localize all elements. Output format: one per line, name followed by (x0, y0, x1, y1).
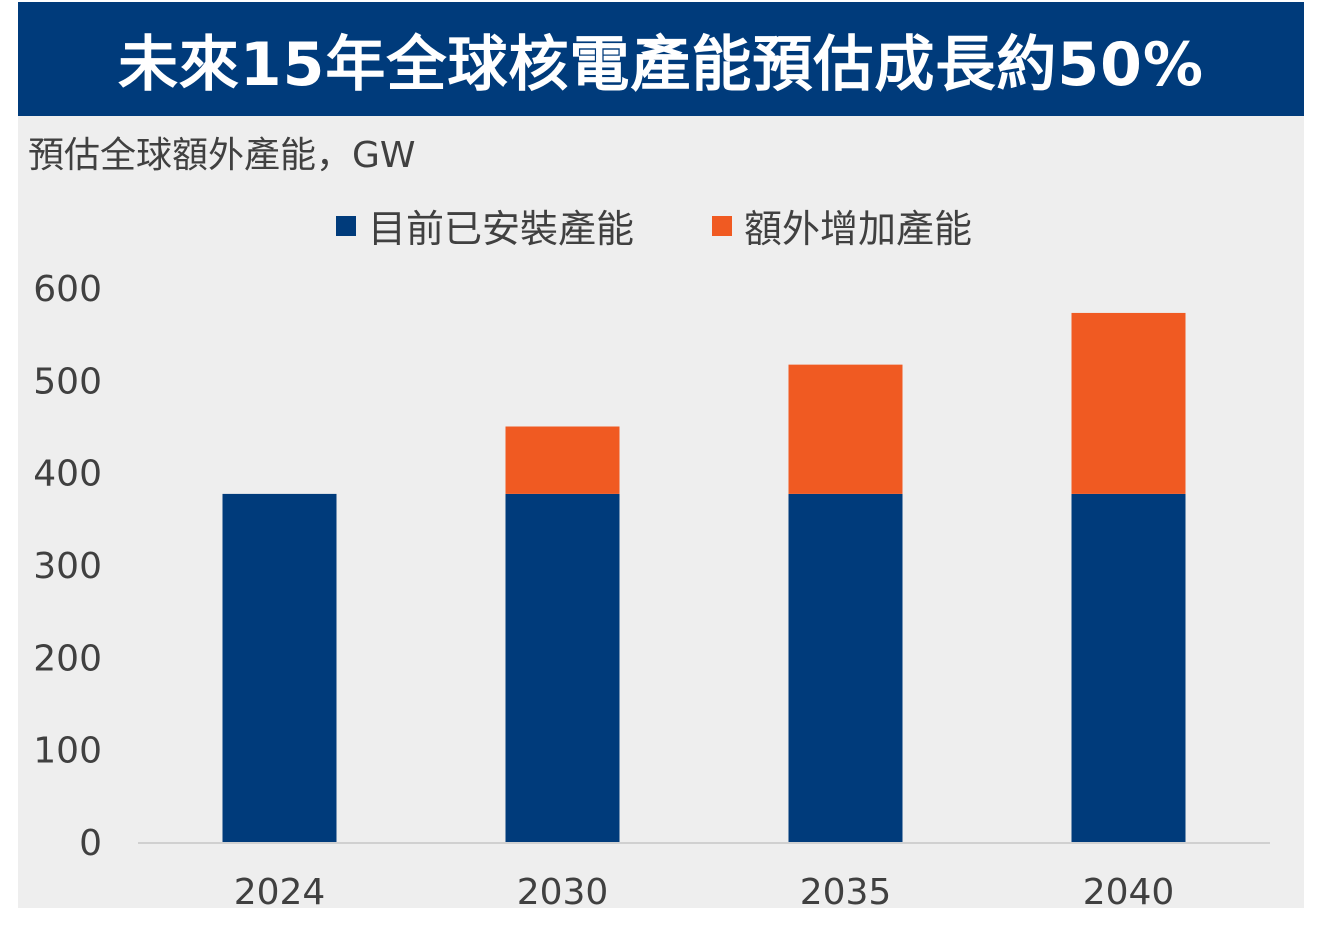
bar-installed-2030 (505, 493, 620, 842)
y-axis-ticks: 0 100 200 300 400 500 600 (33, 269, 102, 864)
legend-label-installed: 目前已安裝產能 (368, 207, 634, 251)
y-axis-label: 預估全球額外產能，GW (28, 135, 416, 176)
chart-panel: 未來15年全球核電產能預估成長約50% 預估全球額外產能，GW 目前已安裝產能 … (18, 2, 1304, 908)
bar-installed-2040 (1071, 493, 1186, 842)
bar-additional-2040 (1071, 312, 1186, 494)
legend-label-additional: 額外增加產能 (744, 207, 972, 251)
bar-installed-2024 (222, 493, 337, 842)
x-axis-ticks: 2024 2030 2035 2040 (234, 872, 1175, 908)
y-tick-label: 300 (33, 546, 102, 587)
legend-swatch-additional (712, 216, 732, 236)
x-tick-label: 2040 (1083, 872, 1175, 908)
bars (222, 312, 1186, 842)
y-tick-label: 500 (33, 361, 102, 402)
legend-swatch-installed (336, 216, 356, 236)
x-tick-label: 2035 (800, 872, 892, 908)
legend: 目前已安裝產能 額外增加產能 (336, 207, 972, 251)
y-tick-label: 200 (33, 638, 102, 679)
chart-title: 未來15年全球核電產能預估成長約50% (117, 29, 1205, 100)
bar-additional-2035 (788, 364, 903, 494)
title-bar: 未來15年全球核電產能預估成長約50% (18, 2, 1304, 116)
bar-additional-2030 (505, 426, 620, 494)
x-tick-label: 2024 (234, 872, 326, 908)
y-tick-label: 100 (33, 731, 102, 772)
x-tick-label: 2030 (517, 872, 609, 908)
y-tick-label: 0 (79, 823, 102, 864)
y-tick-label: 400 (33, 454, 102, 495)
bar-installed-2035 (788, 493, 903, 842)
y-tick-label: 600 (33, 269, 102, 310)
